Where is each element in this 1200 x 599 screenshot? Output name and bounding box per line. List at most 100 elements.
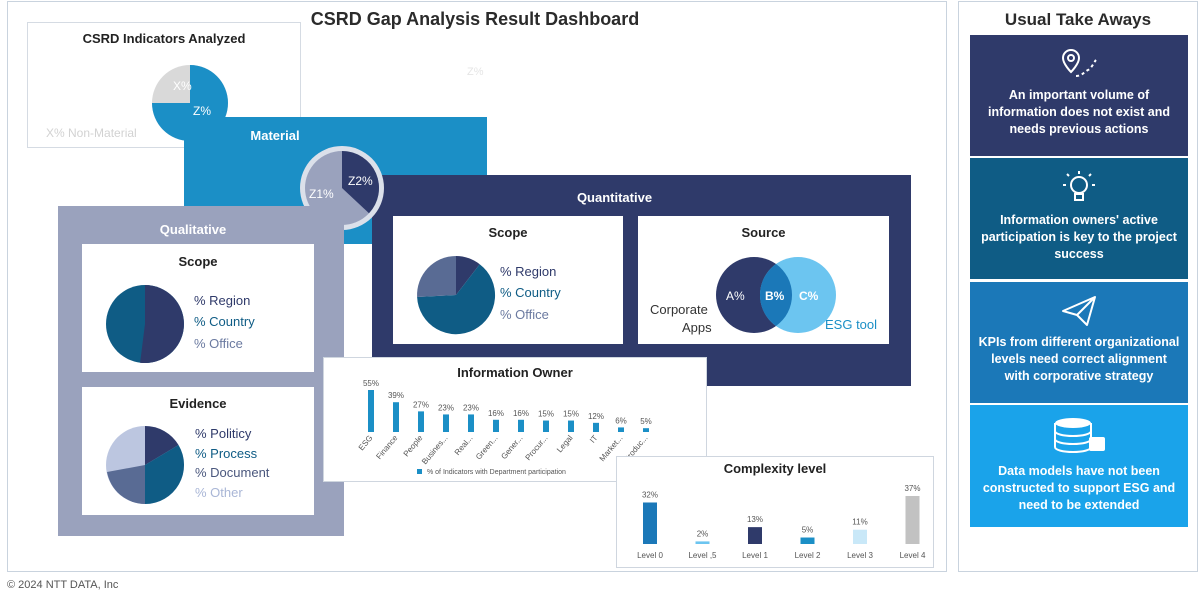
owner-tick-label: Finance bbox=[374, 433, 400, 461]
owner-tick-label: Gener... bbox=[499, 434, 524, 462]
takeaway-text-1: An important volume of information does … bbox=[988, 88, 1170, 136]
owner-bar bbox=[543, 420, 549, 432]
venn-right-value: C% bbox=[799, 289, 819, 303]
quant-scope-title: Scope bbox=[488, 225, 528, 240]
complexity-bar bbox=[695, 541, 710, 544]
owner-bar-label: 23% bbox=[463, 403, 479, 412]
qual-evidence-title: Evidence bbox=[169, 396, 227, 411]
owner-bar bbox=[493, 419, 499, 432]
complexity-bar-label: 11% bbox=[852, 518, 867, 527]
dashboard-title: CSRD Gap Analysis Result Dashboard bbox=[310, 9, 640, 29]
location-pin-icon bbox=[1061, 48, 1097, 77]
complexity-bar bbox=[643, 502, 657, 544]
complexity-bar-label: 37% bbox=[904, 484, 920, 493]
qual-scope-legend-country: % Country bbox=[194, 314, 255, 329]
venn-left-label-2: Apps bbox=[682, 320, 712, 335]
qual-scope-legend-region: % Region bbox=[194, 293, 251, 308]
takeaway-text-4: Data models have not been constructed to… bbox=[982, 464, 1176, 512]
evidence-legend-process: % Process bbox=[195, 446, 258, 461]
quant-scope-legend-country: % Country bbox=[500, 285, 561, 300]
indicators-caption: X% Non-Material bbox=[46, 126, 137, 140]
lightbulb-icon bbox=[1063, 171, 1095, 201]
owner-bar bbox=[593, 422, 599, 432]
database-icon bbox=[1054, 418, 1105, 454]
takeaway-card-2: Information owners' active participation… bbox=[970, 158, 1188, 279]
indicators-slice-small-label: X% bbox=[173, 79, 192, 93]
takeaway-card-1: An important volume of information does … bbox=[970, 35, 1188, 156]
owner-tick-label: IT bbox=[588, 433, 600, 444]
takeaway-text-2: Information owners' active participation… bbox=[981, 213, 1177, 261]
takeaway-text-3: KPIs from different organizational level… bbox=[978, 335, 1180, 383]
owner-legend-swatch bbox=[417, 469, 422, 474]
owner-bar-label: 16% bbox=[488, 409, 504, 418]
owner-bar-label: 27% bbox=[413, 400, 429, 409]
owner-bar-label: 6% bbox=[615, 416, 627, 425]
owner-tick-label: People bbox=[402, 433, 425, 458]
venn-right-label: ESG tool bbox=[825, 317, 878, 332]
quant-scope-legend-office: % Office bbox=[500, 307, 549, 322]
complexity-tick-label: Level 1 bbox=[742, 551, 768, 560]
complexity-bar-label: 2% bbox=[697, 529, 709, 538]
owner-bar-label: 5% bbox=[640, 417, 652, 426]
material-title: Material bbox=[250, 128, 300, 143]
owner-legend-label: % of Indicators with Department particip… bbox=[427, 469, 566, 476]
takeaway-card-3: KPIs from different organizational level… bbox=[970, 282, 1188, 403]
qual-scope-legend-office: % Office bbox=[194, 336, 243, 351]
material-slice-large-label: Z1% bbox=[309, 187, 334, 201]
qualitative-title: Qualitative bbox=[159, 222, 227, 237]
quant-scope-slice-office bbox=[417, 256, 456, 297]
venn-left-value: A% bbox=[726, 289, 745, 303]
takeaways-title: Usual Take Aways bbox=[1004, 10, 1152, 29]
material-pie-slice-small bbox=[342, 151, 380, 214]
owner-tick-label: Busines... bbox=[420, 434, 449, 467]
material-slice-small-label: Z2% bbox=[348, 174, 373, 188]
evidence-slice-document bbox=[107, 465, 145, 504]
owner-bar-label: 16% bbox=[513, 409, 529, 418]
complexity-bar-label: 5% bbox=[802, 526, 814, 535]
evidence-legend-other: % Other bbox=[195, 485, 243, 500]
complexity-bar-label: 32% bbox=[642, 490, 658, 499]
owner-bar-label: 23% bbox=[438, 403, 454, 412]
footer-copyright: © 2024 NTT DATA, Inc bbox=[7, 579, 119, 591]
complexity-title: Complexity level bbox=[723, 461, 827, 476]
complexity-chart: 32% Level 0 2% Level ,5 13% Level 1 5% Level 2 1… bbox=[637, 484, 926, 560]
owner-bar bbox=[618, 427, 624, 432]
venn-overlap-value: B% bbox=[765, 289, 785, 303]
owner-tick-label: Legal bbox=[555, 433, 575, 454]
quant-scope-legend-region: % Region bbox=[500, 264, 557, 279]
evidence-slice-process bbox=[145, 445, 185, 504]
owner-bar bbox=[518, 419, 524, 432]
takeaway-card-4: Data models have not been constructed to… bbox=[970, 405, 1188, 527]
owner-bar bbox=[568, 420, 574, 432]
complexity-bar-label: 13% bbox=[747, 515, 763, 524]
qual-scope-slice-region bbox=[140, 285, 184, 363]
owner-tick-label: ESG bbox=[357, 434, 375, 453]
evidence-legend-document: % Document bbox=[195, 465, 270, 480]
owner-bar bbox=[368, 390, 374, 432]
quant-scope-slice-region bbox=[456, 256, 480, 295]
info-owner-title: Information Owner bbox=[457, 365, 573, 380]
owner-tick-label: Real... bbox=[453, 434, 475, 457]
indicators-faint-label: Z% bbox=[467, 66, 484, 78]
owner-bar-label: 15% bbox=[538, 410, 554, 419]
qual-scope-pie bbox=[106, 285, 184, 363]
owner-bar bbox=[643, 428, 649, 432]
quant-scope-slice-country bbox=[417, 264, 496, 335]
complexity-bar bbox=[800, 537, 815, 544]
quantitative-title: Quantitative bbox=[576, 190, 653, 205]
quant-source-title: Source bbox=[741, 225, 786, 240]
complexity-tick-label: Level 0 bbox=[637, 551, 663, 560]
qual-evidence-pie bbox=[106, 426, 185, 504]
indicators-slice-large-label: Z% bbox=[193, 104, 211, 118]
complexity-tick-label: Level 4 bbox=[900, 551, 926, 560]
owner-bar bbox=[468, 414, 474, 432]
source-venn: A% B% C% bbox=[716, 257, 836, 333]
complexity-card bbox=[616, 456, 934, 568]
complexity-tick-label: Level ,5 bbox=[688, 551, 717, 560]
paper-plane-icon bbox=[1062, 296, 1096, 326]
venn-overlap bbox=[759, 264, 793, 326]
owner-bar-label: 39% bbox=[388, 391, 404, 400]
info-owner-chart: 55% ESG 39% Finance 27% People 23% Busines... 23… bbox=[357, 379, 652, 476]
complexity-bar bbox=[853, 529, 867, 544]
owner-tick-label: Green... bbox=[474, 434, 499, 462]
